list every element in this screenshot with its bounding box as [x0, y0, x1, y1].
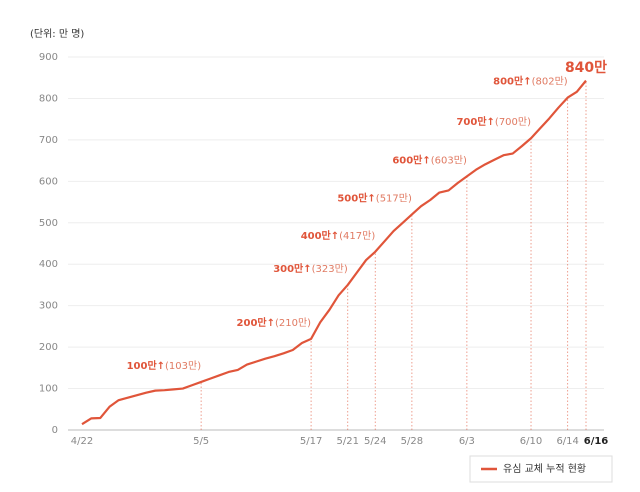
milestone-label: 600만↑	[392, 153, 430, 166]
milestone-annotation: 100만↑(103만)	[127, 359, 202, 372]
x-tick-label: 6/10	[520, 436, 542, 447]
x-tick-label: 6/3	[459, 436, 475, 447]
unit-label: (단위: 만 명)	[30, 27, 84, 40]
milestone-detail: (802만)	[532, 76, 568, 88]
x-tick-label: 5/5	[193, 436, 209, 447]
x-tick-label: 5/28	[401, 436, 423, 447]
x-tick-label: 6/14	[556, 436, 578, 447]
x-tick-label: 4/22	[71, 436, 93, 447]
milestone-detail: (210만)	[275, 317, 311, 329]
end-label: 840만	[565, 60, 607, 76]
y-tick-label: 500	[39, 218, 58, 229]
y-tick-label: 800	[39, 93, 58, 104]
milestone-annotation: 700만↑(700만)	[456, 115, 531, 128]
milestone-label: 400만↑	[301, 229, 339, 242]
y-tick-label: 400	[39, 259, 58, 270]
x-tick-label: 5/17	[300, 436, 322, 447]
milestone-annotation: 400만↑(417만)	[301, 229, 376, 242]
milestone-annotation: 200만↑(210만)	[237, 316, 312, 329]
data-line	[81, 79, 587, 426]
milestone-detail: (103만)	[165, 360, 201, 372]
x-tick-label: 5/21	[337, 436, 359, 447]
milestone-detail: (700만)	[495, 116, 531, 128]
milestone-detail: (603만)	[431, 154, 467, 166]
milestone-annotation: 500만↑(517만)	[337, 191, 412, 204]
y-tick-label: 700	[39, 135, 58, 146]
milestone-label: 100만↑	[127, 359, 165, 372]
y-tick-label: 900	[39, 52, 58, 63]
milestone-label: 700만↑	[456, 115, 494, 128]
milestone-label: 800만↑	[493, 75, 531, 88]
milestone-annotation: 300만↑(323만)	[273, 262, 348, 275]
milestone-annotation: 800만↑(802만)	[493, 75, 568, 88]
x-tick-label: 6/16	[584, 436, 609, 447]
milestone-annotation: 600만↑(603만)	[392, 153, 467, 166]
y-tick-label: 100	[39, 384, 58, 395]
x-tick-label: 5/24	[364, 436, 386, 447]
y-tick-label: 0	[52, 425, 58, 436]
y-tick-label: 300	[39, 301, 58, 312]
milestone-detail: (323만)	[312, 263, 348, 275]
milestone-detail: (517만)	[376, 192, 412, 204]
milestone-label: 300만↑	[273, 262, 311, 275]
y-tick-label: 200	[39, 342, 58, 353]
legend-label: 유심 교체 누적 현황	[503, 463, 586, 475]
y-tick-label: 600	[39, 176, 58, 187]
milestone-label: 500만↑	[337, 191, 375, 204]
milestone-label: 200만↑	[237, 316, 275, 329]
milestone-detail: (417만)	[339, 230, 375, 242]
